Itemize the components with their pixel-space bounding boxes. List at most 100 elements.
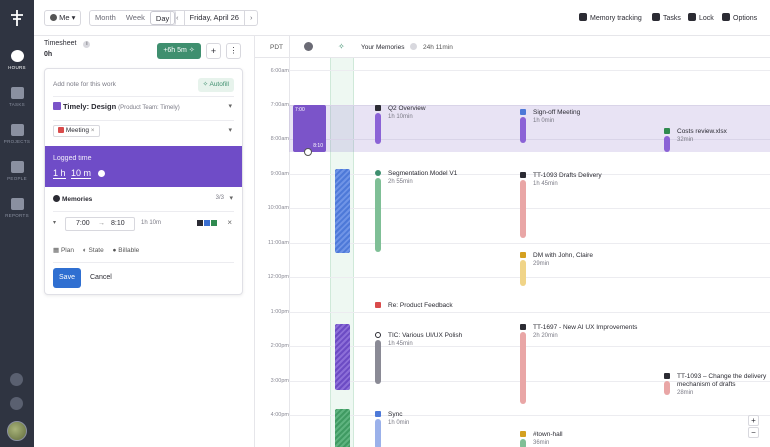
avatar[interactable] xyxy=(7,421,27,441)
column-divider xyxy=(289,36,290,447)
memory-tracking-button[interactable]: Memory tracking xyxy=(579,13,642,22)
add-time-button[interactable]: +6h 5m ✧ xyxy=(157,43,201,59)
zoom-out-button[interactable]: − xyxy=(748,427,759,438)
event-app-icon xyxy=(375,170,381,176)
event-sign-off-meeting[interactable]: Sign-off Meeting 1h 0min xyxy=(533,109,581,124)
options-button[interactable]: Options xyxy=(722,13,757,22)
view-week-button[interactable]: Week xyxy=(125,13,145,22)
event-sync[interactable]: Sync 1h 0min xyxy=(388,411,410,426)
tasks-button[interactable]: Tasks xyxy=(652,13,681,22)
dollar-icon: ● xyxy=(112,247,117,254)
entry-options-row: ▦ Plan ◐ State ● Billable xyxy=(53,246,234,256)
event-bar xyxy=(520,439,526,447)
event-bar xyxy=(520,180,526,238)
clipboard-icon xyxy=(10,87,24,99)
tag-chip[interactable]: Meeting × xyxy=(53,125,100,137)
next-day-button[interactable]: › xyxy=(249,13,253,22)
logged-duration[interactable]: 1 h 10 m xyxy=(53,168,105,179)
event-costs-review[interactable]: Costs review.xlsx 32min xyxy=(677,128,727,143)
view-switcher: Month Week Day xyxy=(89,10,177,26)
event-ui-ux-polish[interactable]: TIC: Various UI/UX Polish 1h 45min xyxy=(388,332,463,347)
close-icon[interactable]: × xyxy=(227,218,232,227)
event-segmentation-model[interactable]: Segmentation Model V1 2h 55min xyxy=(388,170,458,185)
github-icon xyxy=(375,332,381,338)
sparkle-icon[interactable]: ✧ xyxy=(338,42,345,51)
view-month-button[interactable]: Month xyxy=(95,13,116,22)
nav-item-hours[interactable]: HOURS xyxy=(0,50,34,71)
tasks-icon xyxy=(652,13,660,21)
arrow-right-icon: → xyxy=(98,220,105,227)
event-q2-overview[interactable]: Q2 Overview 1h 10min xyxy=(388,105,426,120)
hour-line xyxy=(289,312,770,313)
day-calendar: PDT ✧ Your Memories 24h 11min 6:00am 7:0… xyxy=(254,36,770,447)
event-bar xyxy=(375,178,381,252)
remove-tag-icon[interactable]: × xyxy=(90,127,95,134)
state-toggle[interactable]: ◐ State xyxy=(82,247,104,254)
event-dm-john-claire[interactable]: DM with John, Claire 29min xyxy=(533,252,593,267)
logged-entry-block[interactable]: 7:00 8:10 xyxy=(293,105,326,152)
add-entry-button[interactable]: + xyxy=(206,43,221,59)
save-button[interactable]: Save xyxy=(53,268,81,288)
app-icon xyxy=(197,220,203,226)
feedback-icon[interactable] xyxy=(10,373,23,386)
event-app-icon xyxy=(520,172,526,178)
event-new-ai-ux[interactable]: TT-1697 - New AI UX Improvements 2h 20mi… xyxy=(533,324,638,339)
resize-handle-icon[interactable] xyxy=(304,148,312,156)
autofill-button[interactable]: ✧ Autofill xyxy=(197,78,234,92)
memory-tracking-icon xyxy=(579,13,587,21)
prev-day-button[interactable]: ‹ xyxy=(176,13,179,22)
selected-range-highlight xyxy=(289,105,770,152)
timesheet-total: 0h xyxy=(44,51,53,58)
current-date[interactable]: Friday, April 26 xyxy=(183,11,245,25)
nav-item-projects[interactable]: PROJECTS xyxy=(0,124,34,145)
hour-line xyxy=(289,208,770,209)
bell-icon[interactable] xyxy=(10,397,23,410)
event-change-delivery[interactable]: TT-1093 – Change the delivery mechanism … xyxy=(677,373,767,396)
lock-icon xyxy=(688,13,696,21)
divider xyxy=(53,96,234,97)
timeline-block[interactable] xyxy=(335,169,350,253)
timer-icon[interactable] xyxy=(97,170,105,177)
chevron-down-icon[interactable]: ▾ xyxy=(228,127,232,134)
excel-icon xyxy=(664,128,670,134)
app-icon xyxy=(211,220,217,226)
time-range-input[interactable]: 7:00 → 8:10 xyxy=(65,217,135,231)
divider xyxy=(53,262,234,263)
time-entry-card: Add note for this work ✧ Autofill Timely… xyxy=(44,68,243,295)
event-bar xyxy=(664,136,670,152)
expand-chevron-icon[interactable]: ▾ xyxy=(53,220,57,226)
billable-toggle[interactable]: ● Billable xyxy=(112,247,140,254)
hour-label: 6:00am xyxy=(270,68,289,74)
user-selector[interactable]: Me ▾ xyxy=(44,10,82,26)
hour-line xyxy=(289,139,770,140)
view-day-button[interactable]: Day xyxy=(149,11,176,25)
note-input[interactable]: Add note for this work xyxy=(53,81,116,88)
nav-item-reports[interactable]: REPORTS xyxy=(0,198,34,219)
nav-item-people[interactable]: PEOPLE xyxy=(0,161,34,182)
timely-logo-icon[interactable] xyxy=(8,8,26,28)
event-drafts-delivery[interactable]: TT-1093 Drafts Delivery 1h 45min xyxy=(533,172,602,187)
gmail-icon xyxy=(375,302,381,308)
zoom-in-button[interactable]: + xyxy=(748,415,759,426)
event-product-feedback[interactable]: Re: Product Feedback xyxy=(388,302,453,309)
sliders-icon xyxy=(722,13,730,21)
more-options-button[interactable]: ⋮ xyxy=(226,43,241,59)
event-app-icon xyxy=(375,105,381,111)
timeline-block[interactable] xyxy=(335,409,350,447)
lock-button[interactable]: Lock xyxy=(688,13,714,22)
slack-icon xyxy=(520,252,526,258)
cancel-button[interactable]: Cancel xyxy=(90,274,112,281)
info-icon[interactable] xyxy=(410,43,417,50)
hour-label: 2:00pm xyxy=(270,343,289,349)
project-selector[interactable]: Timely: Design (Product Team: Timely) ▾ xyxy=(53,102,234,114)
memories-row[interactable]: Memories 3/3 ▾ xyxy=(53,195,234,205)
timeline-block[interactable] xyxy=(335,324,350,390)
slack-icon xyxy=(520,431,526,437)
event-town-hall[interactable]: #town-hall 36min xyxy=(533,431,563,446)
nav-item-tasks[interactable]: TASKS xyxy=(0,87,34,108)
plan-toggle[interactable]: ▦ Plan xyxy=(53,247,74,254)
hour-label: 3:00pm xyxy=(270,378,289,384)
clock-icon[interactable] xyxy=(304,42,313,51)
event-bar xyxy=(375,113,381,144)
info-icon[interactable]: i xyxy=(83,41,91,48)
